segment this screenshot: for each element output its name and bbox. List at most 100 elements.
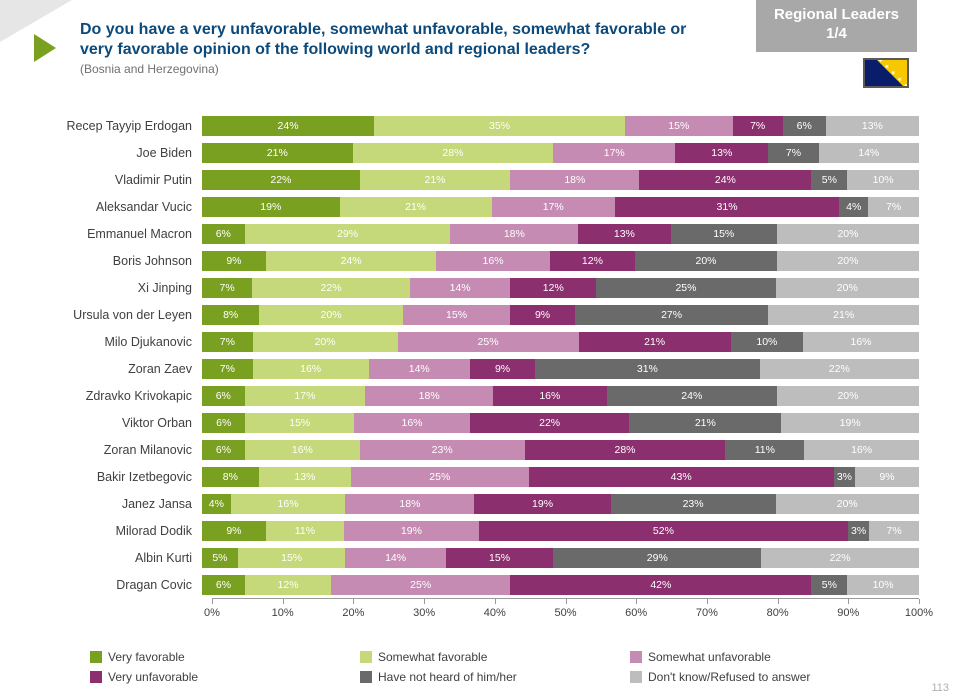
bar-segment-dk: 19% <box>781 413 919 433</box>
row-label: Zoran Milanovic <box>20 443 202 457</box>
bar-segment-dk: 20% <box>776 278 919 298</box>
bar-segment-su: 16% <box>354 413 470 433</box>
chart-row: Recep Tayyip Erdogan24%35%15%7%6%13% <box>20 112 919 139</box>
bar: 22%21%18%24%5%10% <box>202 170 919 190</box>
bar-segment-sf: 15% <box>238 548 346 568</box>
axis-tick <box>283 599 284 604</box>
legend-item: Somewhat favorable <box>360 650 590 664</box>
bar-segment-nh: 11% <box>725 440 804 460</box>
bar: 5%15%14%15%29%22% <box>202 548 919 568</box>
bar-segment-dk: 20% <box>777 386 919 406</box>
bar-segment-vf: 24% <box>202 116 374 136</box>
legend-swatch <box>90 671 102 683</box>
axis-tick <box>212 599 213 604</box>
bar-segment-sf: 12% <box>245 575 331 595</box>
bar-segment-sf: 29% <box>245 224 451 244</box>
legend-swatch <box>360 651 372 663</box>
bar-segment-vu: 7% <box>733 116 783 136</box>
bar-segment-nh: 5% <box>811 170 847 190</box>
legend-item: Have not heard of him/her <box>360 670 590 684</box>
bar: 8%13%25%43%3%9% <box>202 467 919 487</box>
bar-segment-vu: 52% <box>479 521 848 541</box>
bar-segment-vu: 9% <box>470 359 535 379</box>
bar-segment-vf: 5% <box>202 548 238 568</box>
axis-tick <box>566 599 567 604</box>
axis-tick <box>353 599 354 604</box>
bar-segment-nh: 7% <box>768 143 818 163</box>
row-label: Bakir Izetbegovic <box>20 470 202 484</box>
chart-row: Janez Jansa4%16%18%19%23%20% <box>20 490 919 517</box>
row-label: Ursula von der Leyen <box>20 308 202 322</box>
bar-segment-dk: 21% <box>768 305 919 325</box>
bar-segment-vf: 6% <box>202 386 245 406</box>
legend-label: Somewhat unfavorable <box>648 650 771 664</box>
bar-segment-nh: 15% <box>671 224 777 244</box>
bar-segment-nh: 3% <box>834 467 855 487</box>
row-label: Viktor Orban <box>20 416 202 430</box>
bar-segment-vu: 12% <box>510 278 596 298</box>
bar: 9%11%19%52%3%7% <box>202 521 919 541</box>
page-subtitle: (Bosnia and Herzegovina) <box>80 62 700 76</box>
bar-segment-vu: 12% <box>550 251 635 271</box>
bar-segment-su: 16% <box>436 251 550 271</box>
bar-segment-dk: 20% <box>777 224 919 244</box>
bar: 7%22%14%12%25%20% <box>202 278 919 298</box>
axis-tick-label: 0% <box>204 607 220 619</box>
axis-tick <box>919 599 920 604</box>
badge-line1: Regional Leaders <box>774 6 899 25</box>
bar-segment-su: 17% <box>553 143 675 163</box>
bar-segment-sf: 11% <box>266 521 344 541</box>
bar-segment-dk: 13% <box>826 116 919 136</box>
bar-segment-vu: 31% <box>615 197 840 217</box>
bar-segment-sf: 16% <box>245 440 360 460</box>
bar-segment-su: 18% <box>345 494 474 514</box>
bar: 24%35%15%7%6%13% <box>202 116 919 136</box>
bar-segment-su: 15% <box>403 305 511 325</box>
bar: 21%28%17%13%7%14% <box>202 143 919 163</box>
bar-segment-nh: 5% <box>811 575 847 595</box>
bar-segment-vf: 9% <box>202 251 266 271</box>
bar-segment-vf: 4% <box>202 494 231 514</box>
axis-tick <box>495 599 496 604</box>
bar: 6%12%25%42%5%10% <box>202 575 919 595</box>
bar-segment-dk: 14% <box>819 143 919 163</box>
bar-segment-vf: 22% <box>202 170 360 190</box>
bar-segment-vu: 13% <box>675 143 768 163</box>
bar-segment-nh: 10% <box>731 332 803 352</box>
bar-segment-su: 25% <box>331 575 510 595</box>
bar-segment-dk: 22% <box>761 548 919 568</box>
bar-segment-vf: 21% <box>202 143 353 163</box>
row-label: Joe Biden <box>20 146 202 160</box>
bar-segment-sf: 17% <box>245 386 366 406</box>
page-number: 113 <box>931 682 949 694</box>
bar-segment-nh: 27% <box>575 305 769 325</box>
bar-segment-dk: 16% <box>803 332 919 352</box>
chart-row: Milorad Dodik9%11%19%52%3%7% <box>20 517 919 544</box>
bar: 9%24%16%12%20%20% <box>202 251 919 271</box>
chart-row: Bakir Izetbegovic8%13%25%43%3%9% <box>20 463 919 490</box>
bar-segment-nh: 31% <box>535 359 760 379</box>
bar-segment-vu: 43% <box>529 467 834 487</box>
bar-segment-vu: 16% <box>493 386 607 406</box>
bar: 4%16%18%19%23%20% <box>202 494 919 514</box>
axis-tick <box>778 599 779 604</box>
row-label: Vladimir Putin <box>20 173 202 187</box>
bar-segment-sf: 28% <box>353 143 554 163</box>
axis-tick-label: 90% <box>837 607 859 619</box>
bar-segment-su: 14% <box>369 359 470 379</box>
bar-segment-dk: 16% <box>804 440 919 460</box>
chart-row: Milo Djukanovic7%20%25%21%10%16% <box>20 328 919 355</box>
bar-segment-vf: 6% <box>202 224 245 244</box>
bar-segment-nh: 29% <box>553 548 761 568</box>
bar-segment-nh: 25% <box>596 278 775 298</box>
row-label: Milorad Dodik <box>20 524 202 538</box>
chart-row: Albin Kurti5%15%14%15%29%22% <box>20 544 919 571</box>
legend-label: Very unfavorable <box>108 670 198 684</box>
bar-segment-sf: 24% <box>266 251 436 271</box>
bar-segment-vf: 7% <box>202 359 253 379</box>
chart-row: Boris Johnson9%24%16%12%20%20% <box>20 247 919 274</box>
axis-tick-label: 30% <box>413 607 435 619</box>
bar-segment-su: 14% <box>410 278 510 298</box>
bar: 6%29%18%13%15%20% <box>202 224 919 244</box>
row-label: Albin Kurti <box>20 551 202 565</box>
